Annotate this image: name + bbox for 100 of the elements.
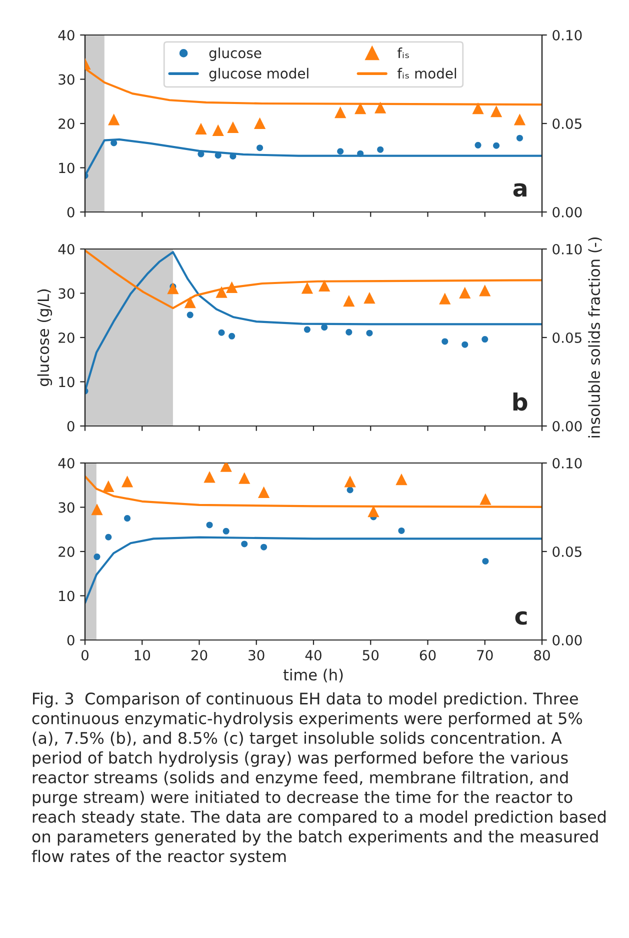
point (186, 312, 194, 318)
x-tick-label: 20 (191, 650, 208, 660)
y2-tick-label: 0.05 (552, 118, 582, 129)
point (124, 515, 131, 522)
point (462, 341, 468, 348)
y2-tick-label: 0.00 (552, 634, 582, 646)
y2-tick-label: 0.10 (552, 458, 582, 468)
point (514, 114, 526, 126)
point (459, 286, 471, 299)
point (110, 140, 118, 146)
point (222, 528, 230, 534)
y-tick-label: 40 (58, 30, 74, 40)
point (474, 142, 482, 148)
point (368, 506, 380, 518)
y-tick-label: 20 (58, 118, 74, 129)
y2-tick-label: 0.00 (552, 206, 582, 218)
y-tick-label: 20 (58, 546, 74, 557)
y2-tick-label: 0.10 (552, 30, 582, 40)
point (94, 554, 100, 560)
y-tick-label: 0 (67, 634, 74, 646)
point (516, 134, 523, 142)
y-tick-label: 30 (58, 288, 74, 299)
point (482, 558, 489, 564)
line-series (85, 536, 542, 604)
point (195, 122, 207, 134)
point (258, 486, 270, 498)
y-tick-label: 40 (58, 458, 74, 468)
point (241, 540, 248, 548)
point (354, 102, 366, 114)
point (377, 146, 384, 153)
point (198, 150, 204, 158)
legend-label: glucose (209, 48, 262, 61)
x-tick-label: 80 (534, 650, 550, 660)
point (184, 296, 196, 308)
point (121, 476, 134, 488)
x-axis-title: time (h) (283, 668, 343, 682)
point (227, 121, 239, 134)
point (226, 281, 238, 294)
point (318, 280, 330, 292)
point (346, 486, 354, 494)
point (334, 106, 346, 118)
point (366, 330, 373, 336)
legend-label: fᵢₛ (397, 48, 409, 58)
point (256, 144, 264, 152)
annotation: c (515, 611, 527, 625)
point (374, 102, 386, 114)
line-series (85, 249, 542, 310)
annotation: b (513, 392, 528, 411)
annotation: a (513, 183, 526, 197)
y2-tick-label: 0.10 (552, 244, 582, 254)
point (214, 152, 222, 159)
point (108, 114, 120, 126)
x-tick-label: 70 (477, 650, 493, 660)
point (260, 544, 268, 550)
point (102, 480, 114, 492)
point (337, 148, 344, 155)
y-tick-label: 30 (58, 74, 74, 85)
point (204, 471, 216, 483)
y-tick-label: 20 (58, 332, 74, 343)
point (206, 522, 213, 528)
legend-label: glucose model (209, 68, 308, 82)
point (105, 534, 112, 540)
y-tick-label: 0 (67, 420, 74, 432)
point (482, 336, 488, 343)
point (321, 324, 328, 331)
point (228, 332, 236, 340)
point (346, 328, 352, 336)
point (254, 117, 266, 129)
point (480, 493, 492, 505)
point (91, 504, 103, 516)
x-tick-label: 30 (248, 650, 264, 660)
point (344, 476, 356, 488)
x-tick-label: 60 (420, 650, 436, 660)
y-tick-label: 10 (59, 162, 74, 174)
x-tick-label: 0 (81, 650, 88, 660)
x-tick-label: 40 (305, 650, 322, 660)
point (396, 473, 408, 486)
point (490, 105, 502, 118)
x-tick-label: 50 (362, 650, 379, 660)
point (364, 292, 376, 304)
text: Fig. 3 Comparison of continuous EH data to model prediction. Three continuous enzymatic-hydrolysis experiments were performed at 5% (a), 7.5% (b), and 8.5% (c) target insoluble solids concentration. A period of batch hydrolysis (gray) was performed before the various reactor streams (solids and enzyme feed, membrane filtration, and purge stream) were initiated to decrease the time for the reactor to reach steady state. The data are compared to a model prediction based on parameters generated by the batch experiments and the measured flow rates of the reactor system (32, 692, 606, 866)
y-tick-label: 10 (59, 590, 74, 602)
point (238, 472, 250, 484)
point (398, 527, 405, 534)
legend-label: fᵢₛ model (397, 68, 456, 79)
y2-tick-label: 0.05 (552, 546, 582, 557)
y2-tick-label: 0.00 (552, 420, 582, 432)
y2-tick-label: 0.05 (552, 332, 582, 343)
point (218, 329, 225, 336)
point (167, 282, 179, 294)
point (439, 292, 451, 304)
point (479, 284, 491, 296)
y2-axis-title: insoluble solids fraction (-) (588, 237, 602, 438)
point (212, 124, 224, 136)
y-tick-label: 30 (58, 502, 74, 513)
point (357, 150, 364, 157)
point (442, 338, 448, 345)
y-tick-label: 10 (59, 376, 74, 388)
y-axis-title: glucose (g/L) (37, 289, 52, 386)
x-tick-label: 10 (134, 650, 150, 660)
